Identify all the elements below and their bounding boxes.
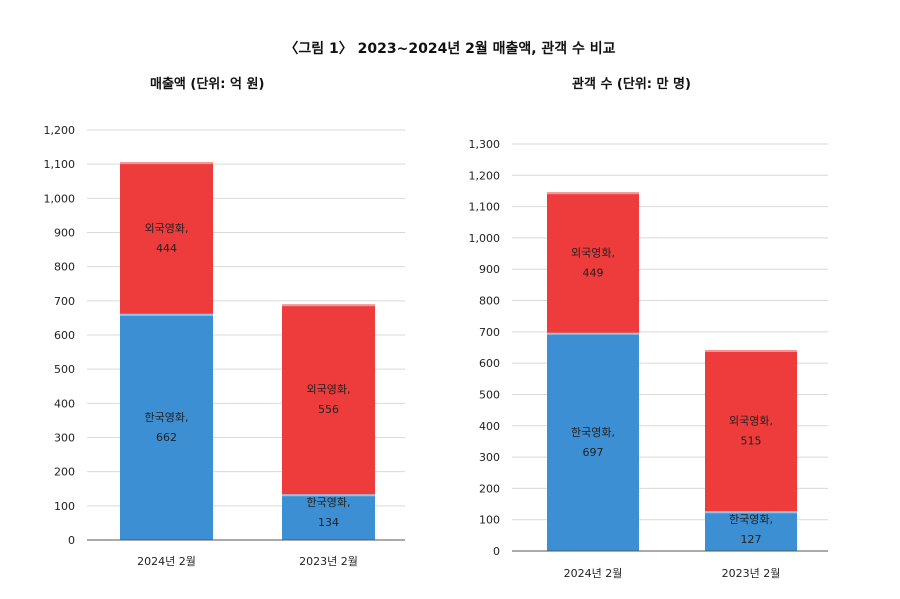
y-tick-label: 1,300 [469,138,501,151]
data-label-name: 한국영화, [145,411,189,424]
data-label-value: 697 [583,446,604,459]
data-label-name: 외국영화, [729,415,773,428]
y-tick-label: 1,200 [469,169,501,182]
data-label-value: 662 [156,431,177,444]
y-tick-label: 1,000 [44,192,76,205]
bar-segment [547,192,639,333]
data-label-name: 외국영화, [307,383,351,396]
y-tick-label: 900 [54,227,75,240]
y-tick-label: 0 [68,534,75,547]
y-tick-label: 1,100 [469,201,501,214]
bar-segment [705,350,797,512]
data-label-value: 444 [156,242,177,255]
x-tick-label: 2024년 2월 [564,567,623,580]
data-label-name: 한국영화, [571,426,615,439]
x-tick-label: 2023년 2월 [299,555,358,568]
data-label-name: 외국영화, [571,246,615,259]
y-tick-label: 400 [54,397,75,410]
data-label-value: 134 [318,516,339,529]
data-label-value: 515 [741,435,762,448]
data-label-name: 한국영화, [729,513,773,526]
y-tick-label: 800 [54,261,75,274]
y-tick-label: 0 [493,545,500,558]
y-tick-label: 1,000 [469,232,501,245]
figure-title: 〈그림 1〉 2023~2024년 2월 매출액, 관객 수 비교 [284,41,616,57]
chart-title-audience: 관객 수 (단위: 만 명) [572,77,691,92]
chart-title-revenue: 매출액 (단위: 억 원) [150,77,265,92]
y-tick-label: 200 [479,482,500,495]
bar-segment [282,494,375,540]
data-label-value: 556 [318,403,339,416]
y-tick-label: 700 [479,326,500,339]
y-tick-label: 900 [479,263,500,276]
y-tick-label: 600 [479,357,500,370]
y-tick-label: 700 [54,295,75,308]
data-label-value: 127 [741,533,762,546]
y-tick-label: 600 [54,329,75,342]
bar-segment [120,313,213,540]
data-label-name: 외국영화, [145,222,189,235]
x-tick-label: 2024년 2월 [137,555,196,568]
y-tick-label: 100 [54,500,75,513]
bar-segment [705,511,797,551]
y-tick-label: 300 [54,432,75,445]
y-tick-label: 500 [54,363,75,376]
bar-segment [547,332,639,551]
data-label-name: 한국영화, [307,496,351,509]
bar-segment [282,304,375,495]
y-tick-label: 1,200 [44,124,76,137]
data-label-value: 449 [583,266,604,279]
y-tick-label: 300 [479,451,500,464]
bar-segment [120,162,213,314]
y-tick-label: 500 [479,388,500,401]
x-tick-label: 2023년 2월 [722,567,781,580]
y-tick-label: 100 [479,514,500,527]
y-tick-label: 400 [479,420,500,433]
y-tick-label: 1,100 [44,158,76,171]
y-tick-label: 200 [54,466,75,479]
y-tick-label: 800 [479,295,500,308]
